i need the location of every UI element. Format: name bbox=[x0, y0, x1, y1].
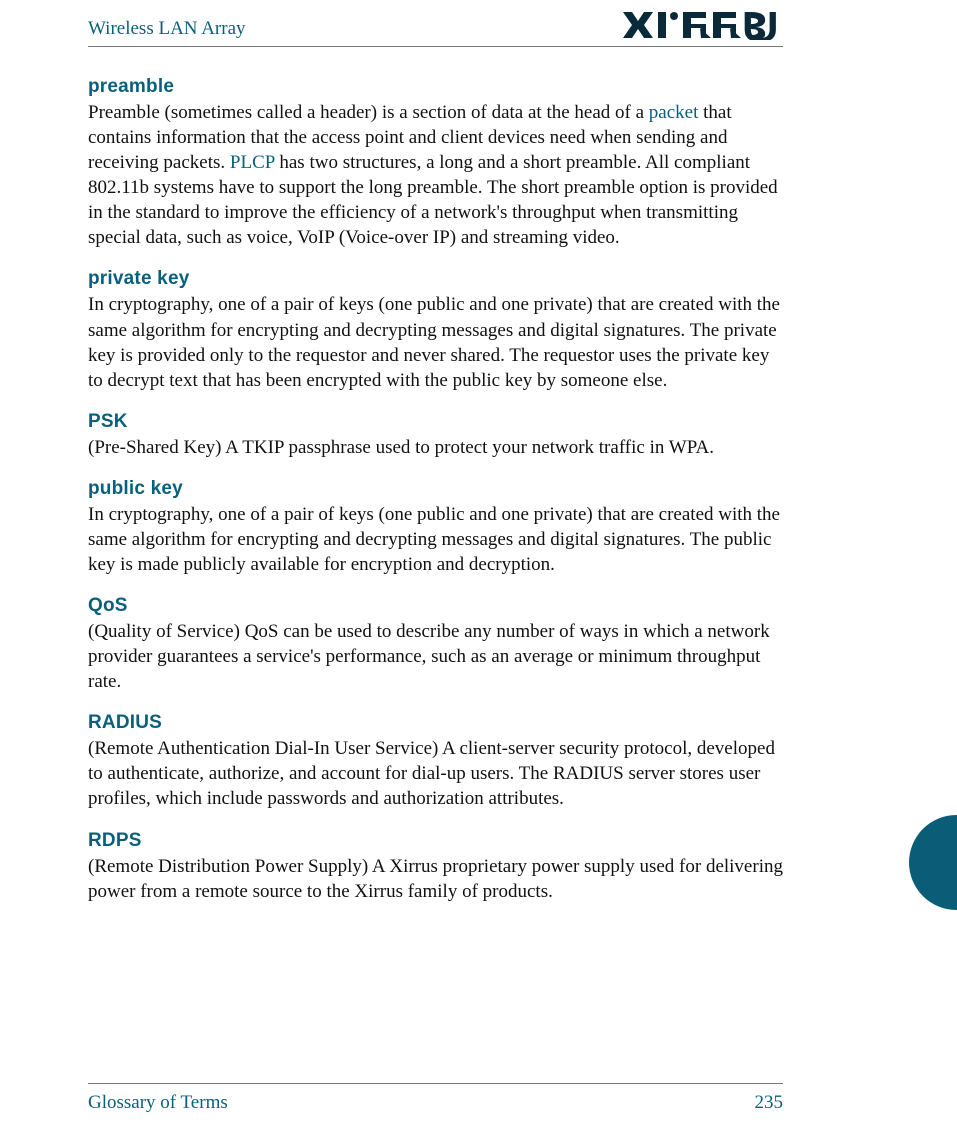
definition-private-key: In cryptography, one of a pair of keys (… bbox=[88, 292, 783, 392]
term-rdps: RDPS bbox=[88, 830, 783, 852]
page-footer: Glossary of Terms 235 bbox=[88, 1092, 783, 1114]
definition-psk: (Pre-Shared Key) A TKIP passphrase used … bbox=[88, 435, 783, 460]
definition-qos: (Quality of Service) QoS can be used to … bbox=[88, 619, 783, 694]
footer-rule bbox=[88, 1083, 783, 1084]
xref-packet[interactable]: packet bbox=[649, 102, 699, 123]
definition-rdps: (Remote Distribution Power Supply) A Xir… bbox=[88, 854, 783, 904]
page-number: 235 bbox=[755, 1092, 784, 1114]
xref-plcp[interactable]: PLCP bbox=[230, 152, 275, 173]
term-public-key: public key bbox=[88, 478, 783, 500]
definition-public-key: In cryptography, one of a pair of keys (… bbox=[88, 502, 783, 577]
term-radius: RADIUS bbox=[88, 712, 783, 734]
brand-logo bbox=[623, 10, 783, 45]
page: Wireless LAN Array preamble bbox=[0, 0, 957, 1138]
term-psk: PSK bbox=[88, 411, 783, 433]
definition-radius: (Remote Authentication Dial-In User Serv… bbox=[88, 736, 783, 811]
footer-section: Glossary of Terms bbox=[88, 1092, 228, 1114]
text: Preamble (sometimes called a header) is … bbox=[88, 102, 649, 123]
glossary-content: preamble Preamble (sometimes called a he… bbox=[88, 76, 783, 904]
header-rule bbox=[88, 46, 783, 47]
term-preamble: preamble bbox=[88, 76, 783, 98]
term-private-key: private key bbox=[88, 268, 783, 290]
term-qos: QoS bbox=[88, 595, 783, 617]
thumb-tab-icon bbox=[909, 815, 957, 910]
definition-preamble: Preamble (sometimes called a header) is … bbox=[88, 100, 783, 250]
